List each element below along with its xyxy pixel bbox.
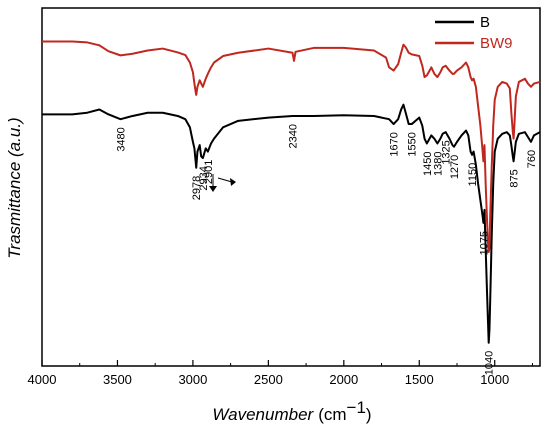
peak-label-760: 760 bbox=[526, 150, 538, 168]
peak-label-1550: 1550 bbox=[407, 132, 419, 156]
peak-label-1380: 1380 bbox=[432, 152, 444, 176]
peak-label-2340: 2340 bbox=[288, 124, 300, 148]
x-tick-label-1000: 1000 bbox=[480, 372, 509, 387]
peak-label-1150: 1150 bbox=[467, 163, 479, 187]
series-line-b bbox=[42, 103, 541, 344]
x-axis-unit-close: ) bbox=[366, 405, 372, 424]
peak-label-1325: 1325 bbox=[441, 140, 453, 164]
peak-label-3480: 3480 bbox=[116, 127, 128, 151]
peak-label-1450: 1450 bbox=[422, 152, 434, 176]
legend-label-bw9: BW9 bbox=[480, 35, 513, 52]
x-axis-unit-exponent: −1 bbox=[347, 398, 366, 417]
peak-arrows bbox=[209, 174, 236, 192]
x-tick-label-4000: 4000 bbox=[28, 372, 57, 387]
x-tick-label-2500: 2500 bbox=[254, 372, 283, 387]
x-tick-label-3500: 3500 bbox=[103, 372, 132, 387]
peak-label-1040: 1040 bbox=[484, 351, 496, 375]
x-axis-title: Wavenumber (cm−1) bbox=[212, 398, 371, 424]
plot-frame bbox=[41, 7, 541, 367]
y-axis-title: Trasmittance (a.u.) bbox=[5, 117, 24, 258]
x-axis-title-main: Wavenumber bbox=[212, 405, 314, 424]
peak-label-875: 875 bbox=[509, 169, 521, 187]
x-tick-label-2000: 2000 bbox=[329, 372, 358, 387]
x-axis-unit: (cm bbox=[318, 405, 346, 424]
peak-label-1270: 1270 bbox=[449, 155, 461, 179]
x-tick-label-1500: 1500 bbox=[405, 372, 434, 387]
peak-label-2978: 2978 bbox=[191, 176, 203, 200]
x-axis-ticks: 4000 3500 3000 2500 2000 1500 1000 bbox=[28, 360, 533, 387]
x-tick-label-3000: 3000 bbox=[178, 372, 207, 387]
peak-label-1075: 1075 bbox=[478, 231, 490, 255]
series-line-bw9 bbox=[42, 40, 541, 254]
peak-label-1670: 1670 bbox=[389, 132, 401, 156]
peak-label-2901: 2901 bbox=[203, 160, 215, 184]
series-layer bbox=[42, 40, 541, 344]
legend-label-b: B bbox=[480, 14, 490, 31]
peak-label-2934: 2934 bbox=[198, 166, 210, 190]
legend: B BW9 bbox=[435, 14, 513, 52]
